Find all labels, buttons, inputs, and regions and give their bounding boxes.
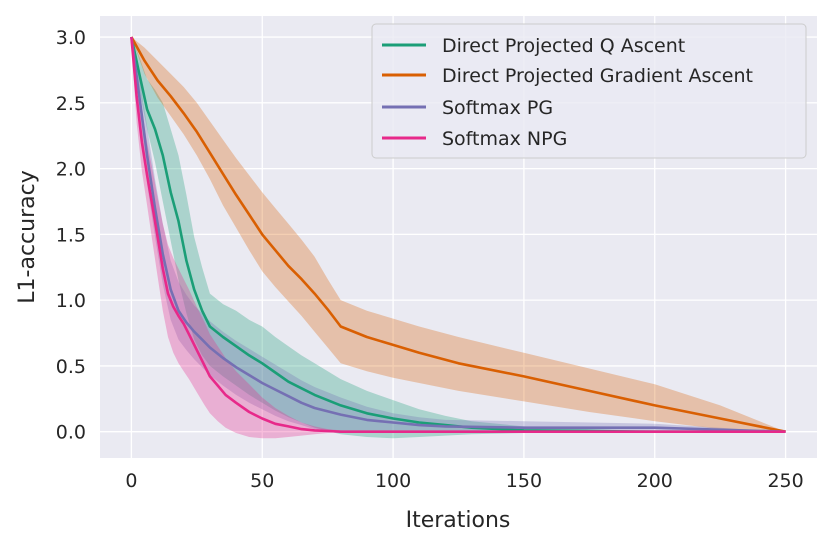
line-softmax-pg [130,36,786,433]
legend-label-softmax-pg: Softmax PG [442,97,553,119]
x-tick-label: 100 [375,470,411,492]
y-tick-label: 0.0 [56,422,86,444]
x-tick-label: 150 [506,470,542,492]
x-tick-label: 0 [125,470,137,492]
y-tick-label: 1.0 [56,290,86,312]
legend-box [371,23,807,159]
y-tick-label: 2.5 [56,93,86,115]
y-axis-label: L1-accuracy [15,170,40,303]
legend-label-q-ascent: Direct Projected Q Ascent [442,35,685,57]
line-softmax-npg [130,36,786,434]
y-tick-labels: 0.0 0.5 1.0 1.5 2.0 2.5 3.0 [56,27,86,444]
y-tick-label: 2.0 [56,159,86,181]
line-gradient-ascent [130,36,786,433]
x-tick-label: 250 [767,470,803,492]
x-tick-label: 200 [637,470,673,492]
x-axis-label: Iterations [406,508,511,533]
y-tick-label: 3.0 [56,27,86,49]
x-tick-label: 50 [250,470,274,492]
y-tick-label: 1.5 [56,224,86,246]
legend: Direct Projected Q Ascent Direct Project… [371,23,807,159]
legend-label-softmax-npg: Softmax NPG [442,128,567,150]
x-tick-labels: 0 50 100 150 200 250 [125,470,803,492]
series-lines [130,36,786,434]
y-tick-label: 0.5 [56,356,86,378]
legend-label-gradient-ascent: Direct Projected Gradient Ascent [442,65,753,87]
